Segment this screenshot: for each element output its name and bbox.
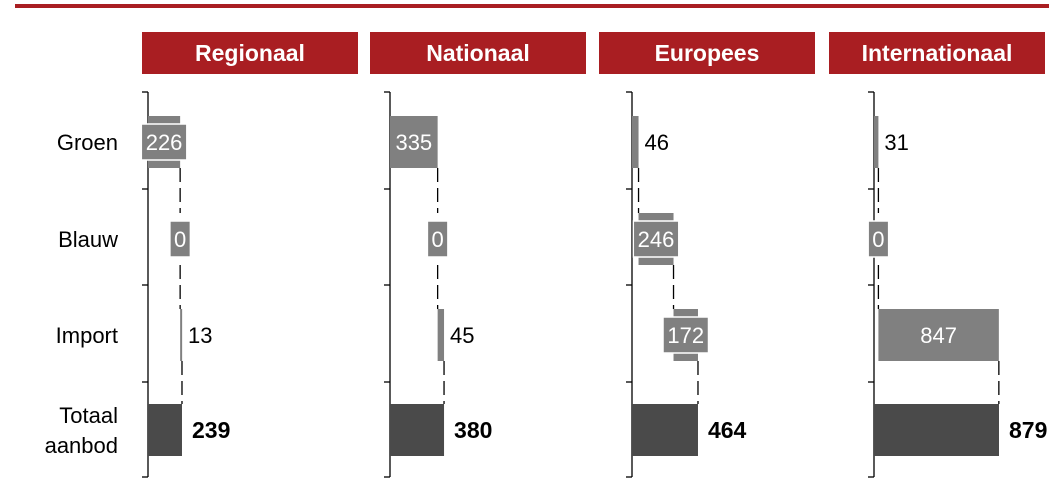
value-box-regionaal-0 — [140, 123, 188, 161]
value-box-europees-2 — [662, 316, 710, 354]
top-accent-line — [15, 4, 1049, 8]
bar-internationaal-totaal-aanbod — [874, 404, 999, 456]
bar-nationaal-groen — [390, 116, 438, 168]
value-box-regionaal-1 — [169, 220, 192, 258]
header-europees — [599, 32, 815, 74]
value-label-internationaal-1: 0 — [872, 227, 884, 252]
header-label-europees: Europees — [655, 40, 760, 66]
row-label-line: Totaal — [59, 403, 118, 428]
header-internationaal — [829, 32, 1045, 74]
bar-europees-totaal-aanbod — [632, 404, 698, 456]
total-label-internationaal: 879 — [1009, 417, 1047, 443]
value-label-nationaal-2: 45 — [450, 323, 474, 348]
header-label-regionaal: Regionaal — [195, 40, 305, 66]
value-label-europees-2: 172 — [667, 323, 704, 348]
value-label-nationaal-0: 335 — [395, 130, 432, 155]
total-label-europees: 464 — [708, 417, 747, 443]
row-label-totaal-aanbod: Totaal aanbod — [45, 403, 118, 458]
row-label-line: aanbod — [45, 433, 118, 458]
bar-regionaal-totaal-aanbod — [148, 404, 182, 456]
value-label-regionaal-2: 13 — [188, 323, 212, 348]
value-label-regionaal-1: 0 — [174, 227, 186, 252]
value-label-internationaal-0: 31 — [884, 130, 908, 155]
value-box-nationaal-1 — [426, 220, 449, 258]
header-label-nationaal: Nationaal — [426, 40, 530, 66]
value-box-internationaal-1 — [867, 220, 890, 258]
row-label-blauw: Blauw — [58, 227, 118, 252]
bar-regionaal-import — [180, 309, 183, 361]
value-label-internationaal-2: 847 — [920, 323, 957, 348]
row-label-groen: Groen — [57, 130, 118, 155]
bar-nationaal-totaal-aanbod — [390, 404, 445, 456]
value-label-europees-1: 246 — [638, 227, 675, 252]
bar-europees-groen — [632, 116, 639, 168]
value-label-nationaal-1: 0 — [432, 227, 444, 252]
header-nationaal — [370, 32, 586, 74]
header-label-internationaal: Internationaal — [862, 40, 1013, 66]
bar-nationaal-import — [437, 309, 445, 361]
bar-internationaal-import — [878, 309, 999, 361]
total-label-nationaal: 380 — [454, 417, 492, 443]
value-box-europees-1 — [632, 220, 680, 258]
bar-internationaal-groen — [874, 116, 879, 168]
value-label-europees-0: 46 — [645, 130, 669, 155]
total-label-regionaal: 239 — [192, 417, 230, 443]
header-regionaal — [142, 32, 358, 74]
value-label-regionaal-0: 226 — [146, 130, 183, 155]
row-label-import: Import — [56, 323, 118, 348]
